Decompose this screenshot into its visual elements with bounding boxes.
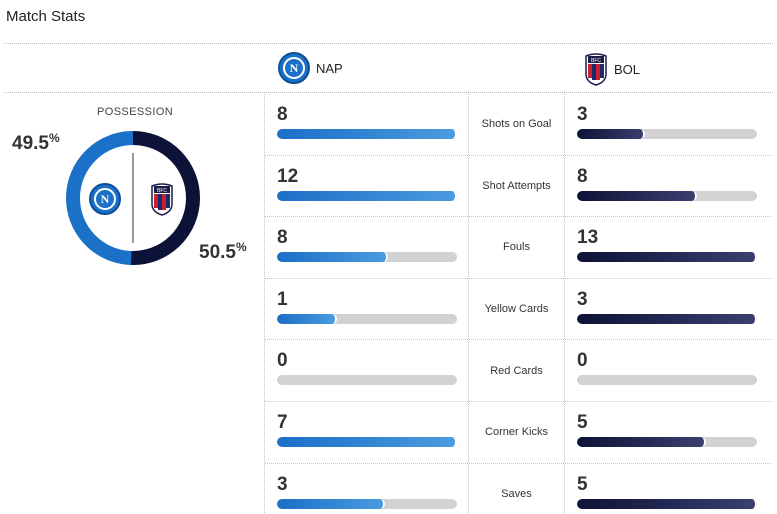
stat-bar-fill-home <box>277 436 457 447</box>
stat-bar-track-home <box>277 252 457 263</box>
stat-cell-away: 13 <box>565 217 772 279</box>
stat-label-cell: Yellow Cards <box>469 279 564 341</box>
team-header-home: N NAP <box>278 52 343 84</box>
stat-bar-track-home <box>277 436 457 447</box>
stat-value-away: 8 <box>577 165 588 187</box>
stat-bar-fill-away <box>577 190 698 201</box>
possession-arc-home <box>66 131 134 265</box>
away-stats-column: 3 8 13 3 0 5 5 <box>564 94 772 514</box>
stat-cell-home: 12 <box>265 156 468 218</box>
divider <box>4 43 773 44</box>
stat-value-home: 12 <box>277 165 299 187</box>
stat-label-cell: Saves <box>469 464 564 514</box>
stat-name: Shot Attempts <box>482 179 551 192</box>
stat-bar-fill-away <box>577 313 757 324</box>
stat-bar-fill-away <box>577 129 645 139</box>
team-abbr-away: BOL <box>614 61 641 77</box>
stat-cell-away: 5 <box>565 402 772 464</box>
stat-bar-track-home <box>277 190 457 201</box>
stat-cell-home: 3 <box>265 464 468 514</box>
stat-value-home: 8 <box>277 104 288 125</box>
stat-cell-away: 5 <box>565 464 772 514</box>
stat-label-cell: Fouls <box>469 217 564 279</box>
stat-bar-track-home <box>277 129 457 139</box>
stat-cell-home: 8 <box>265 217 468 279</box>
stat-name: Shots on Goal <box>481 118 552 131</box>
stat-value-home: 3 <box>277 473 288 495</box>
stat-bar-fill-away <box>577 436 706 447</box>
possession-arc-away <box>130 131 200 265</box>
stat-bar-fill-home <box>277 313 337 324</box>
stat-label-cell: Shots on Goal <box>469 94 564 156</box>
team-header-away: BFC BOL <box>584 52 640 86</box>
stat-cell-home: 1 <box>265 279 468 341</box>
stat-name: Corner Kicks <box>485 426 548 439</box>
stat-name: Saves <box>501 488 532 501</box>
stat-bar-track-away <box>577 375 757 386</box>
stat-name: Red Cards <box>490 364 543 377</box>
stat-bar-track-home <box>277 313 457 324</box>
stat-bar-track-away <box>577 129 757 139</box>
stat-bar-fill-away <box>577 252 757 263</box>
napoli-badge-icon: N <box>89 183 121 215</box>
stat-bar-track-away <box>577 436 757 447</box>
possession-away-value: 50.5% <box>199 240 247 263</box>
bologna-badge-icon: BFC <box>585 53 607 86</box>
stat-value-away: 5 <box>577 473 588 495</box>
divider <box>4 92 773 93</box>
stat-bar-fill-home <box>277 190 457 201</box>
page-title: Match Stats <box>6 8 86 25</box>
stat-cell-away: 3 <box>565 94 772 156</box>
stat-value-away: 3 <box>577 104 588 125</box>
stat-value-away: 5 <box>577 411 588 433</box>
stat-label-cell: Corner Kicks <box>469 402 564 464</box>
stat-value-home: 7 <box>277 411 288 433</box>
stat-cell-away: 0 <box>565 340 772 402</box>
possession-label: POSSESSION <box>97 106 174 118</box>
team-abbr-home: NAP <box>316 60 343 76</box>
possession-home-value: 49.5% <box>12 131 60 154</box>
svg-text:BFC: BFC <box>591 58 601 64</box>
stat-value-away: 3 <box>577 288 588 310</box>
stat-cell-away: 8 <box>565 156 772 218</box>
stat-cell-home: 0 <box>265 340 468 402</box>
stat-bar-track-away <box>577 252 757 263</box>
stat-bar-track-away <box>577 498 757 509</box>
donut-away-logo: BFC <box>150 182 174 216</box>
stat-bar-fill-away <box>577 498 757 509</box>
stat-value-away: 13 <box>577 227 599 249</box>
possession-donut-chart <box>66 131 200 265</box>
stat-bar-track-home <box>277 498 457 509</box>
stat-cell-away: 3 <box>565 279 772 341</box>
stat-value-away: 0 <box>577 350 588 372</box>
stat-bar-track-home <box>277 375 457 386</box>
stat-bar-fill-home <box>277 129 457 139</box>
stat-bar-fill-home <box>277 252 388 263</box>
stat-name: Yellow Cards <box>484 303 549 316</box>
napoli-badge-icon: N <box>278 52 310 84</box>
stat-bar-fill-home <box>277 498 385 509</box>
bologna-badge-icon: BFC <box>151 183 173 216</box>
home-stats-column: 8 12 8 1 0 7 3 <box>264 94 469 514</box>
svg-text:BFC: BFC <box>157 188 167 194</box>
stat-value-home: 1 <box>277 288 288 310</box>
stat-bar-track-away <box>577 190 757 201</box>
stat-value-home: 8 <box>277 227 288 249</box>
stat-name: Fouls <box>503 241 530 254</box>
stat-names-column: Shots on Goal Shot Attempts Fouls Yellow Ca… <box>469 94 564 514</box>
stat-label-cell: Red Cards <box>469 340 564 402</box>
stat-value-home: 0 <box>277 350 288 372</box>
stat-label-cell: Shot Attempts <box>469 156 564 218</box>
donut-home-logo: N <box>89 183 121 215</box>
stat-cell-home: 8 <box>265 94 468 156</box>
stat-bar-track-away <box>577 313 757 324</box>
stat-cell-home: 7 <box>265 402 468 464</box>
